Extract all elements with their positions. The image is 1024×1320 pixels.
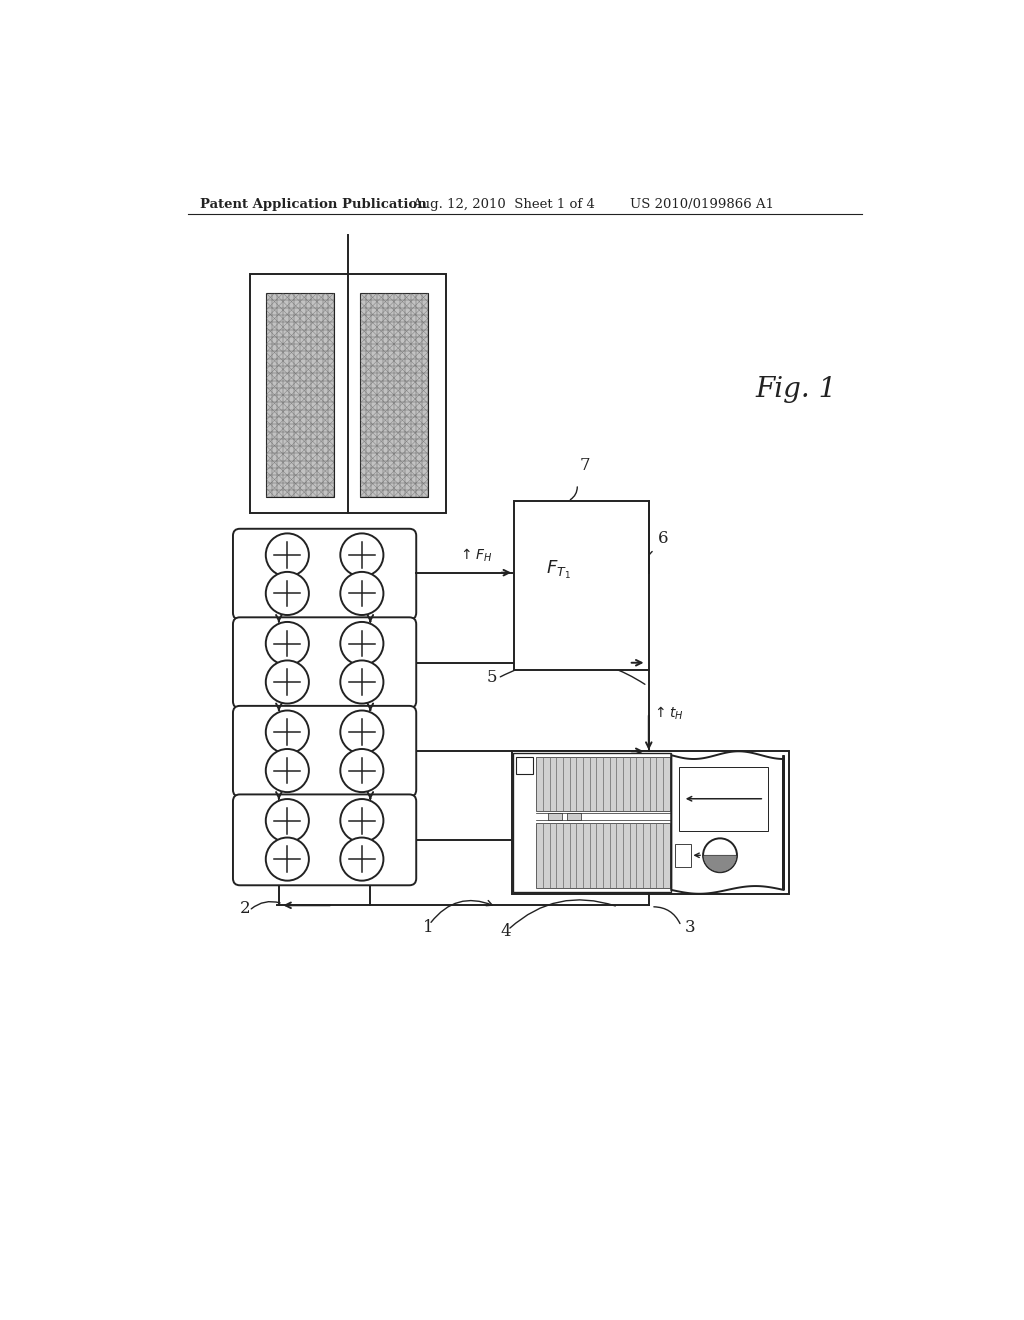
Text: 7: 7: [580, 457, 590, 474]
Circle shape: [340, 572, 383, 615]
Bar: [513, 752, 672, 892]
Bar: [675, 843, 690, 867]
Text: $\uparrow t_H$: $\uparrow t_H$: [652, 704, 683, 722]
Circle shape: [340, 748, 383, 792]
Circle shape: [266, 838, 309, 880]
FancyArrowPatch shape: [570, 487, 578, 500]
Circle shape: [266, 572, 309, 615]
Circle shape: [340, 622, 383, 665]
FancyArrowPatch shape: [501, 660, 645, 684]
Text: Fig. 1: Fig. 1: [756, 376, 837, 403]
Bar: [250, 275, 446, 512]
FancyBboxPatch shape: [233, 529, 416, 619]
Bar: [537, 824, 670, 887]
FancyArrowPatch shape: [251, 902, 281, 909]
FancyBboxPatch shape: [233, 795, 416, 886]
Circle shape: [340, 710, 383, 754]
Bar: [679, 767, 768, 830]
Text: 6: 6: [658, 531, 669, 548]
FancyArrowPatch shape: [641, 552, 652, 591]
Bar: [515, 758, 532, 775]
Text: US 2010/0199866 A1: US 2010/0199866 A1: [630, 198, 773, 211]
FancyBboxPatch shape: [233, 706, 416, 797]
Circle shape: [266, 748, 309, 792]
FancyArrowPatch shape: [510, 900, 615, 928]
Circle shape: [340, 838, 383, 880]
Circle shape: [703, 838, 737, 873]
Bar: [567, 813, 581, 820]
FancyArrowPatch shape: [431, 900, 493, 923]
Circle shape: [266, 622, 309, 665]
Bar: [360, 293, 428, 498]
Circle shape: [266, 710, 309, 754]
Wedge shape: [703, 855, 737, 873]
Text: Patent Application Publication: Patent Application Publication: [200, 198, 427, 211]
Text: 2: 2: [240, 900, 251, 917]
Bar: [548, 813, 562, 820]
Circle shape: [340, 533, 383, 577]
Circle shape: [340, 660, 383, 704]
Bar: [512, 751, 788, 894]
Bar: [266, 293, 334, 498]
Text: 4: 4: [500, 923, 511, 940]
Text: $\uparrow F_H$: $\uparrow F_H$: [458, 546, 492, 565]
Text: $F_{T_1}$: $F_{T_1}$: [546, 560, 570, 581]
Bar: [514, 502, 649, 671]
Circle shape: [340, 799, 383, 842]
Text: 3: 3: [685, 919, 695, 936]
Text: 1: 1: [423, 919, 434, 936]
Text: Aug. 12, 2010  Sheet 1 of 4: Aug. 12, 2010 Sheet 1 of 4: [412, 198, 595, 211]
FancyBboxPatch shape: [233, 618, 416, 708]
Text: 5: 5: [487, 669, 498, 686]
Circle shape: [266, 660, 309, 704]
Circle shape: [266, 533, 309, 577]
FancyArrowPatch shape: [654, 907, 680, 924]
Circle shape: [266, 799, 309, 842]
Bar: [537, 758, 670, 810]
